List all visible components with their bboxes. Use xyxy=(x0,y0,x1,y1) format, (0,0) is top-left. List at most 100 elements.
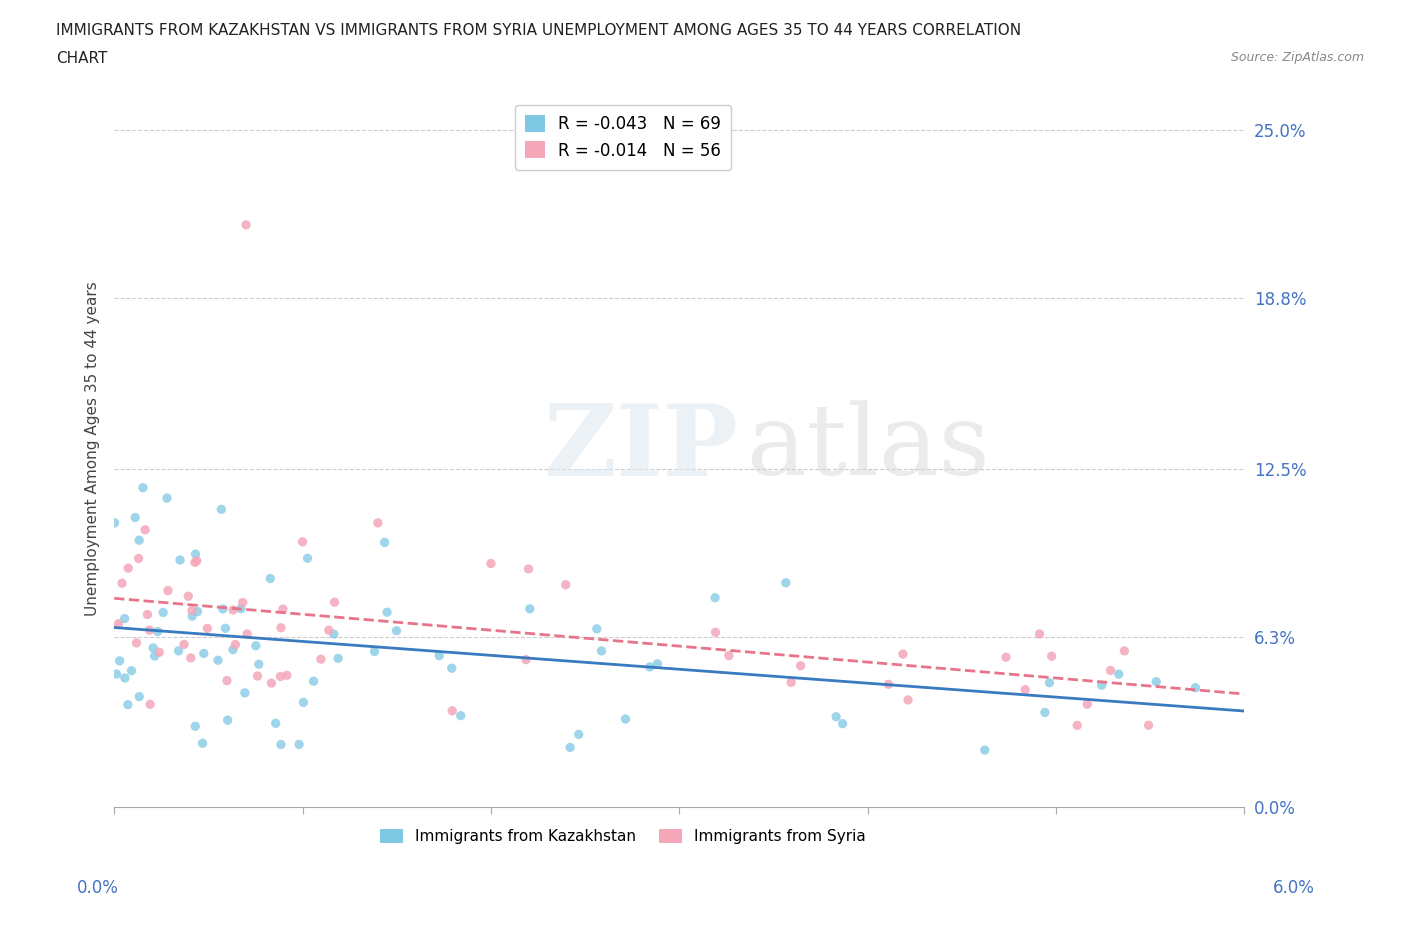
Point xyxy=(184,555,207,570)
Point xyxy=(775,576,797,591)
Point xyxy=(121,663,143,678)
Point xyxy=(235,218,257,232)
Text: ZIP: ZIP xyxy=(544,400,738,497)
Point xyxy=(259,571,281,586)
Point xyxy=(217,712,239,727)
Point xyxy=(181,603,204,618)
Point xyxy=(704,591,727,605)
Point xyxy=(138,623,160,638)
Point xyxy=(1114,644,1136,658)
Point xyxy=(789,658,811,673)
Point xyxy=(517,562,540,577)
Point xyxy=(270,737,292,752)
Point xyxy=(197,621,219,636)
Point xyxy=(973,743,995,758)
Point xyxy=(186,553,208,568)
Point xyxy=(374,535,396,550)
Point xyxy=(614,711,637,726)
Point xyxy=(215,673,238,688)
Point xyxy=(232,595,254,610)
Point xyxy=(302,674,325,689)
Point xyxy=(1038,675,1060,690)
Point xyxy=(117,561,139,576)
Text: atlas: atlas xyxy=(747,401,990,497)
Point xyxy=(104,515,127,530)
Point xyxy=(264,716,287,731)
Point xyxy=(207,653,229,668)
Point xyxy=(367,515,389,530)
Point xyxy=(236,627,259,642)
Point xyxy=(247,657,270,671)
Point xyxy=(177,589,200,604)
Point xyxy=(152,605,174,620)
Point xyxy=(128,533,150,548)
Point xyxy=(1033,705,1056,720)
Point xyxy=(128,689,150,704)
Point xyxy=(554,578,576,592)
Point xyxy=(124,510,146,525)
Point xyxy=(1028,627,1050,642)
Point xyxy=(193,646,215,661)
Point xyxy=(825,710,848,724)
Point xyxy=(647,657,669,671)
Point xyxy=(780,675,803,690)
Point xyxy=(1040,649,1063,664)
Point xyxy=(214,621,236,636)
Point xyxy=(212,602,235,617)
Point xyxy=(831,716,853,731)
Point xyxy=(260,676,283,691)
Point xyxy=(1076,697,1098,711)
Text: CHART: CHART xyxy=(56,51,108,66)
Point xyxy=(568,727,591,742)
Point xyxy=(156,583,179,598)
Point xyxy=(246,669,269,684)
Point xyxy=(167,644,190,658)
Point xyxy=(427,648,450,663)
Point xyxy=(1137,718,1160,733)
Point xyxy=(288,737,311,751)
Point xyxy=(181,608,204,623)
Point xyxy=(638,659,661,674)
Point xyxy=(186,604,208,619)
Text: 0.0%: 0.0% xyxy=(77,879,120,897)
Point xyxy=(995,650,1018,665)
Point xyxy=(323,595,346,610)
Point xyxy=(111,576,134,591)
Point xyxy=(717,648,740,663)
Point xyxy=(271,602,294,617)
Point xyxy=(322,627,344,642)
Point xyxy=(558,740,581,755)
Point xyxy=(375,604,398,619)
Point xyxy=(450,708,472,723)
Point xyxy=(1091,678,1114,693)
Point xyxy=(132,480,155,495)
Point xyxy=(114,611,136,626)
Point xyxy=(276,668,298,683)
Point xyxy=(156,491,179,506)
Point xyxy=(184,547,207,562)
Point xyxy=(441,703,464,718)
Point xyxy=(519,602,541,617)
Point xyxy=(245,638,267,653)
Point xyxy=(136,607,159,622)
Point xyxy=(309,652,332,667)
Point xyxy=(270,620,292,635)
Point xyxy=(191,736,214,751)
Point xyxy=(142,641,165,656)
Legend: Immigrants from Kazakhstan, Immigrants from Syria: Immigrants from Kazakhstan, Immigrants f… xyxy=(374,823,872,850)
Text: IMMIGRANTS FROM KAZAKHSTAN VS IMMIGRANTS FROM SYRIA UNEMPLOYMENT AMONG AGES 35 T: IMMIGRANTS FROM KAZAKHSTAN VS IMMIGRANTS… xyxy=(56,23,1021,38)
Point xyxy=(229,601,252,616)
Point xyxy=(326,651,349,666)
Point xyxy=(107,617,129,631)
Point xyxy=(146,624,169,639)
Point xyxy=(1066,718,1088,733)
Point xyxy=(897,693,920,708)
Point xyxy=(233,685,256,700)
Point xyxy=(180,650,202,665)
Point xyxy=(515,652,537,667)
Point xyxy=(222,603,245,618)
Point xyxy=(1099,663,1122,678)
Y-axis label: Unemployment Among Ages 35 to 44 years: Unemployment Among Ages 35 to 44 years xyxy=(86,281,100,616)
Point xyxy=(224,637,246,652)
Point xyxy=(877,677,900,692)
